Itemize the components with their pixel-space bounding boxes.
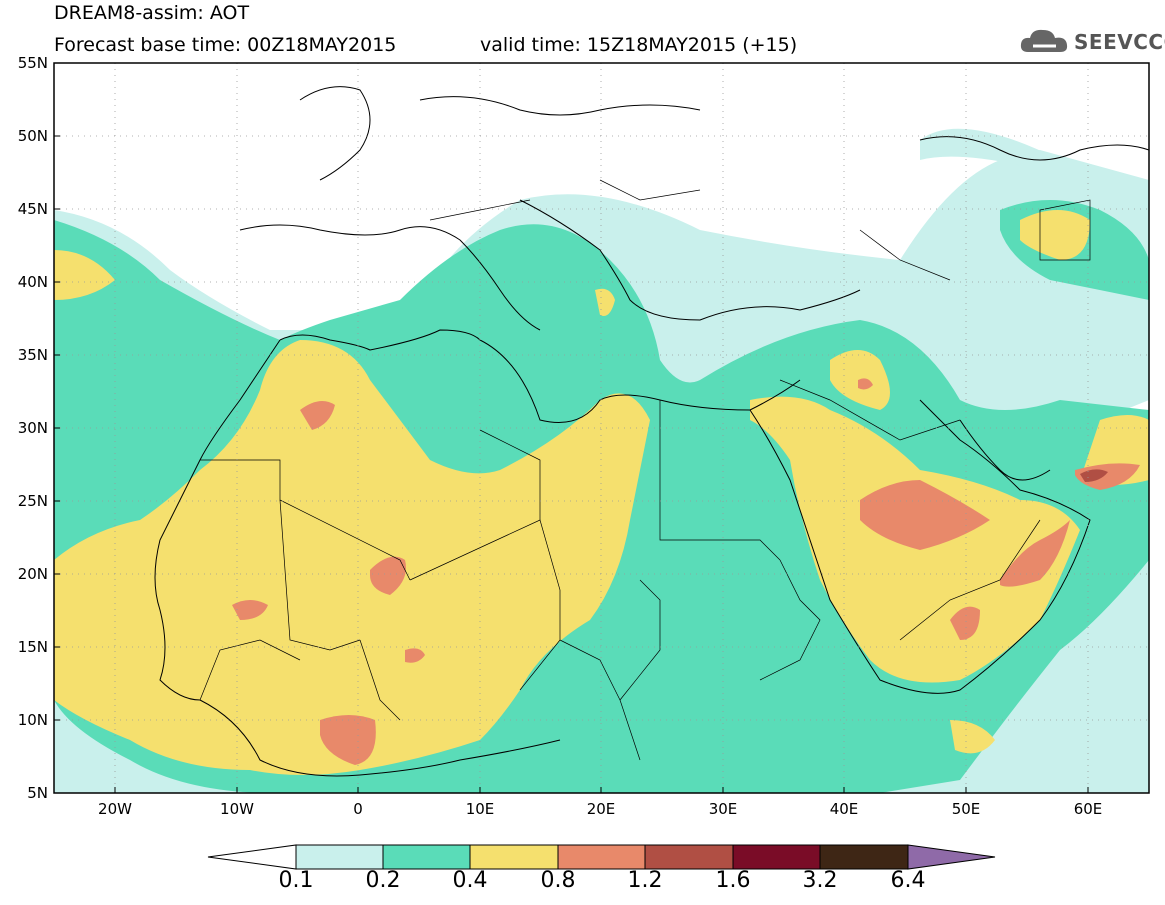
aot-0.8-region (232, 378, 1140, 765)
lat-label: 20N (17, 565, 48, 583)
colorbar-label: 3.2 (802, 868, 838, 893)
grid (54, 63, 1149, 793)
lat-label: 35N (17, 346, 48, 364)
colorbar-label: 0.8 (540, 868, 576, 893)
lon-label: 40E (829, 800, 859, 818)
cloud-icon (1020, 29, 1068, 52)
lat-label: 50N (17, 127, 48, 145)
colorbar-label: 0.2 (365, 868, 401, 893)
country-borders (199, 179, 1091, 761)
lon-label: 20E (586, 800, 616, 818)
lon-label: 0 (353, 800, 363, 818)
lon-label: 10W (220, 800, 254, 818)
colorbar-label: 1.6 (715, 868, 751, 893)
lat-label: 5N (27, 784, 48, 802)
aot-1.2-region (1080, 469, 1108, 482)
lon-label: 60E (1073, 800, 1103, 818)
lon-label: 20W (98, 800, 132, 818)
colorbar-label: 0.4 (452, 868, 488, 893)
lat-label: 10N (17, 711, 48, 729)
lat-label: 55N (17, 54, 48, 72)
lon-label: 50E (951, 800, 981, 818)
axis-ticks (54, 62, 1089, 793)
seevccc-logo: SEEVCCC (1018, 24, 1165, 60)
lat-label: 25N (17, 492, 48, 510)
colorbar-label: 6.4 (890, 868, 926, 893)
valid-time: valid time: 15Z18MAY2015 (+15) (480, 34, 798, 56)
lat-label: 15N (17, 638, 48, 656)
lon-label: 30E (708, 800, 738, 818)
logo-text: SEEVCCC (1074, 30, 1165, 54)
lat-label: 45N (17, 200, 48, 218)
colorbar-label: 1.2 (627, 868, 663, 893)
lat-label: 30N (17, 419, 48, 437)
coastlines (154, 86, 1149, 777)
lat-label: 40N (17, 273, 48, 291)
map-title: DREAM8-assim: AOT (54, 2, 250, 24)
colorbar-label: 0.1 (278, 868, 314, 893)
lon-label: 10E (465, 800, 495, 818)
base-time: Forecast base time: 00Z18MAY2015 (54, 34, 397, 56)
